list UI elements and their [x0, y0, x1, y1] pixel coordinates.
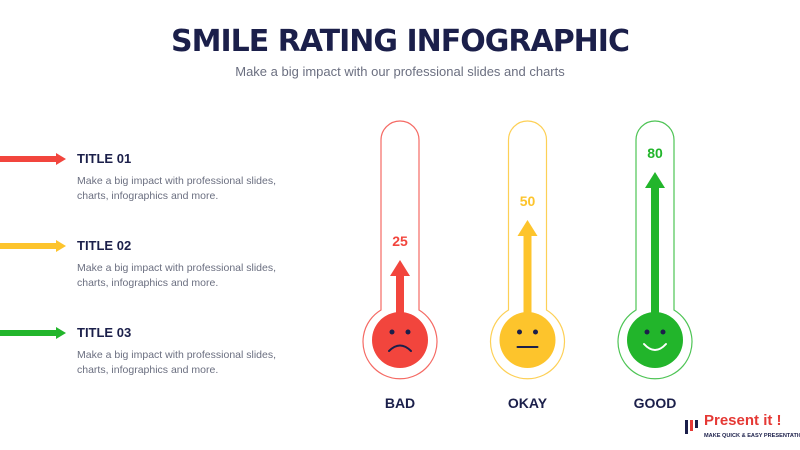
category-label: GOOD: [634, 395, 677, 411]
eye: [644, 329, 650, 335]
item-arrow-head: [56, 240, 66, 252]
value-label: 25: [392, 233, 408, 249]
thermometer-stem: [396, 272, 404, 340]
category-label: BAD: [385, 395, 415, 411]
bulb: [627, 312, 683, 368]
bulb: [499, 312, 556, 368]
item-title: TITLE 01: [77, 151, 132, 166]
logo-icon: [690, 420, 693, 431]
eye: [517, 329, 522, 335]
mouth: [388, 344, 412, 352]
thermometer-bar: [390, 260, 410, 276]
logo-name: Present it !: [704, 412, 782, 429]
mouth: [643, 343, 667, 351]
item-text: Make a big impact with professional slid…: [77, 349, 277, 376]
item-title: TITLE 03: [77, 325, 132, 340]
item-arrow-head: [56, 153, 66, 165]
bulb: [372, 312, 428, 368]
eye: [533, 329, 538, 335]
value-label: 80: [647, 145, 663, 161]
thermometer-bar: [645, 172, 665, 188]
eye: [405, 329, 411, 335]
thermometer-stem: [523, 232, 532, 340]
category-label: OKAY: [508, 395, 548, 411]
item-text: Make a big impact with professional slid…: [77, 262, 277, 289]
item-arrow-head: [56, 327, 66, 339]
logo-tagline: MAKE QUICK & EASY PRESENTATIONS: [704, 433, 800, 439]
thermometer-outline: [617, 120, 693, 380]
subtitle: Make a big impact with our professional …: [235, 64, 565, 79]
eye: [389, 329, 395, 335]
thermometer-bar: [517, 220, 538, 236]
thermometer-outline: [489, 120, 566, 380]
thermometer-outline: [362, 120, 438, 380]
item-title: TITLE 02: [77, 238, 132, 253]
logo-icon: [695, 420, 698, 428]
value-label: 50: [520, 193, 536, 209]
thermometer-stem: [651, 184, 659, 340]
eye: [660, 329, 666, 335]
title: SMILE RATING INFOGRAPHIC: [171, 24, 630, 59]
item-text: Make a big impact with professional slid…: [77, 175, 277, 202]
logo-icon: [685, 420, 688, 434]
